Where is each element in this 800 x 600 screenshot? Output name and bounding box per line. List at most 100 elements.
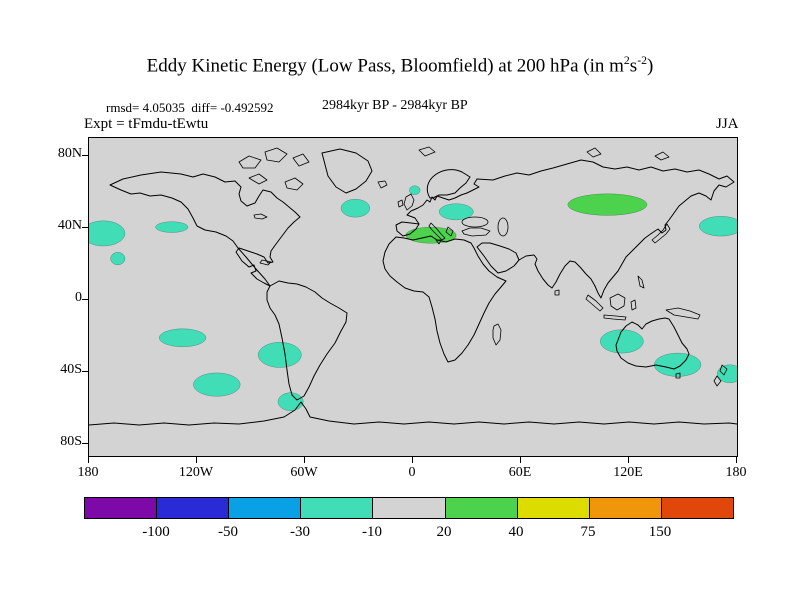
arctic-island-3 <box>292 153 310 167</box>
title-text: Eddy Kinetic Energy (Low Pass, Bloomfiel… <box>146 55 624 77</box>
colorbar-segment-4 <box>372 498 445 518</box>
coastline-new-zealand-south <box>713 375 722 387</box>
colorbar-segment-6 <box>516 498 589 518</box>
lon-tick-label: 60E <box>508 465 532 480</box>
coastline-turkey <box>461 227 491 237</box>
lat-tick-mark <box>82 371 88 372</box>
coastline-sicily <box>435 239 442 245</box>
caspian-sea-outline <box>497 217 509 237</box>
coastline-australia <box>615 317 690 370</box>
experiment-label: Expt = tFmdu-tEwtu <box>84 116 209 132</box>
lon-tick-label: 180 <box>77 465 99 480</box>
lon-tick-mark <box>412 457 413 463</box>
lat-tick-label: 80S <box>60 434 82 449</box>
lon-tick-mark <box>88 457 89 463</box>
lon-tick-mark <box>196 457 197 463</box>
coastline-britain <box>403 193 415 211</box>
map-svg <box>89 146 737 426</box>
colorbar-level-label: 150 <box>648 524 672 540</box>
period-label: 2984kyr BP - 2984kyr BP <box>322 98 468 113</box>
colorbar-segment-1 <box>156 498 229 518</box>
arctic-island-2 <box>264 147 288 163</box>
lat-tick-label: 40S <box>60 362 82 377</box>
coastline-new-zealand-north <box>719 364 728 376</box>
coastline-south-america <box>266 280 348 401</box>
coastline-sri-lanka <box>554 289 560 296</box>
coastline-europe-mainland <box>406 178 480 225</box>
anomaly-region-1 <box>155 221 189 233</box>
new-siberian-islands <box>654 151 670 161</box>
great-lakes-outline <box>253 213 268 220</box>
lon-tick-label: 0 <box>408 465 416 480</box>
coastline-new-guinea <box>665 307 701 320</box>
anomaly-region-8 <box>257 342 302 368</box>
colorbar-level-label: 20 <box>436 524 452 540</box>
lat-tick-label: 40N <box>57 218 82 233</box>
colorbar-segment-8 <box>660 498 733 518</box>
anomaly-region-5 <box>438 203 474 221</box>
coastline-india <box>518 254 571 289</box>
coastline-ireland <box>397 199 404 208</box>
anomaly-region-13 <box>716 364 737 384</box>
lat-tick-label: 80N <box>57 146 82 161</box>
coastline-java <box>603 314 627 321</box>
anomaly-contour-layer <box>89 185 737 411</box>
anomaly-region-7 <box>158 328 207 348</box>
colorbar-level-label: -10 <box>362 524 382 540</box>
lon-tick-mark <box>628 457 629 463</box>
coastline-madagascar <box>492 323 502 346</box>
coastline-iceland <box>377 180 388 189</box>
lat-tick-mark <box>82 227 88 228</box>
cuba-outline <box>259 259 272 266</box>
colorbar-segment-7 <box>588 498 661 518</box>
coastline-north-america <box>109 171 301 287</box>
colorbar-level-label: -50 <box>218 524 238 540</box>
title-close-paren: ) <box>647 55 654 77</box>
coastline-italy <box>428 222 446 241</box>
severnaya-zemlya <box>586 147 602 158</box>
coastline-greece <box>445 226 454 237</box>
coastline-greenland <box>321 148 373 194</box>
colorbar-level-label: 75 <box>580 524 596 540</box>
arctic-island-4 <box>248 173 268 185</box>
arctic-island-1 <box>238 155 262 169</box>
rmsd-diff-stats: rmsd= 4.05035 diff= -0.492592 <box>106 100 274 115</box>
colorbar-level-label: -30 <box>290 524 310 540</box>
colorbar-segment-2 <box>228 498 301 518</box>
season-label: JJA <box>716 116 739 132</box>
colorbar-segment-0 <box>85 498 157 518</box>
lon-tick-label: 60W <box>290 465 318 480</box>
coastline-arabia <box>476 242 520 274</box>
colorbar-segment-3 <box>300 498 373 518</box>
coastline-sumatra <box>585 294 604 312</box>
world-map <box>88 137 738 457</box>
coastline-philippines <box>637 275 645 289</box>
anomaly-region-4 <box>409 185 421 195</box>
anomaly-region-3 <box>340 198 371 218</box>
title-unit-s: s <box>629 55 638 77</box>
coastline-borneo <box>609 293 626 311</box>
coastline-japan <box>651 223 671 244</box>
plot-title: Eddy Kinetic Energy (Low Pass, Bloomfiel… <box>0 54 800 77</box>
coastline-scandinavia <box>426 169 471 199</box>
coastline-africa <box>382 235 507 363</box>
anomaly-region-2 <box>110 252 126 266</box>
lon-tick-label: 180 <box>725 465 747 480</box>
lat-tick-mark <box>82 443 88 444</box>
anomaly-region-0 <box>89 220 126 247</box>
lat-tick-mark <box>82 155 88 156</box>
title-superscript-exp: -2 <box>637 54 647 67</box>
colorbar-level-label: 40 <box>508 524 524 540</box>
lon-tick-label: 120W <box>178 465 214 480</box>
coastline-tasmania <box>675 372 681 379</box>
lon-tick-mark <box>304 457 305 463</box>
colorbar-segment-5 <box>444 498 517 518</box>
lat-tick-label: 0 <box>75 290 82 305</box>
lat-tick-mark <box>82 299 88 300</box>
coastlines <box>89 146 737 426</box>
anomaly-region-6 <box>698 216 737 237</box>
anomaly-region-10 <box>277 392 304 411</box>
coastline-iberia <box>395 221 420 237</box>
coastline-sulawesi <box>630 299 637 311</box>
